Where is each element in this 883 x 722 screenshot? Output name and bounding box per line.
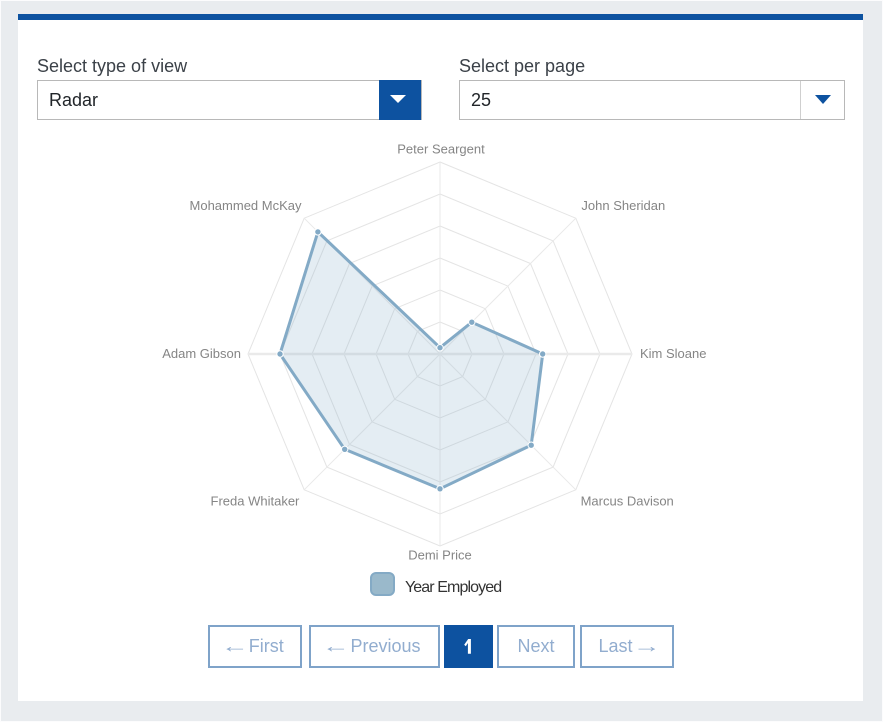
- svg-text:Peter Seargent: Peter Seargent: [397, 142, 485, 157]
- svg-text:Mohammed McKay: Mohammed McKay: [190, 198, 302, 213]
- svg-text:John Sheridan: John Sheridan: [581, 198, 665, 213]
- svg-text:Demi Price: Demi Price: [408, 548, 472, 563]
- svg-text:Marcus Davison: Marcus Davison: [581, 493, 674, 508]
- svg-text:Adam Gibson: Adam Gibson: [162, 346, 241, 361]
- svg-text:Freda Whitaker: Freda Whitaker: [211, 493, 301, 508]
- svg-text:Kim Sloane: Kim Sloane: [640, 346, 706, 361]
